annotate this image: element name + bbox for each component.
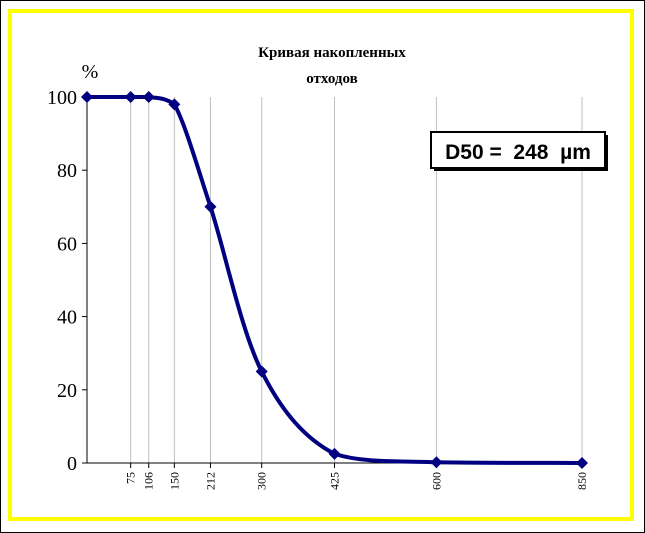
- y-axis-label: %: [82, 61, 99, 83]
- y-tick-label-1: 20: [57, 380, 77, 402]
- data-point-8: [576, 457, 588, 469]
- grid-lines: [130, 97, 583, 463]
- y-tick-label-4: 80: [57, 160, 77, 182]
- x-tick-label-4: 300: [255, 472, 269, 490]
- x-tick-label-3: 212: [203, 472, 217, 490]
- series-markers: [81, 91, 588, 469]
- y-ticks: 0 20 40 60 80 100: [47, 87, 87, 475]
- x-ticks: 75 106 150 212 300 425 600 850: [124, 463, 589, 490]
- data-point-3: [168, 98, 181, 111]
- x-tick-label-7: 850: [575, 472, 589, 490]
- x-tick-label-0: 75: [124, 472, 138, 484]
- x-tick-label-6: 600: [429, 472, 443, 490]
- x-tick-label-2: 150: [167, 472, 181, 490]
- d50-annotation-box: D50 = 248 µm: [430, 131, 608, 171]
- y-tick-label-0: 0: [67, 453, 77, 475]
- d50-box: [430, 131, 606, 169]
- data-point-7: [430, 456, 443, 469]
- data-point-5: [255, 365, 268, 378]
- chart-title-line-1: Кривая накопленных: [258, 45, 406, 61]
- y-tick-label-3: 60: [57, 233, 77, 255]
- data-point-4: [204, 200, 217, 213]
- data-point-1: [124, 91, 137, 103]
- data-point-2: [142, 91, 155, 103]
- y-tick-label-5: 100: [47, 87, 77, 109]
- chart-area-border: [8, 9, 634, 521]
- y-tick-label-2: 40: [57, 307, 77, 329]
- chart-title-line-2: отходов: [306, 71, 357, 87]
- data-point-0: [81, 91, 93, 103]
- data-point-6: [328, 447, 341, 460]
- d50-annotation-text: D50 = 248 µm: [445, 141, 591, 164]
- x-tick-label-1: 106: [142, 472, 156, 490]
- x-tick-label-5: 425: [328, 472, 342, 490]
